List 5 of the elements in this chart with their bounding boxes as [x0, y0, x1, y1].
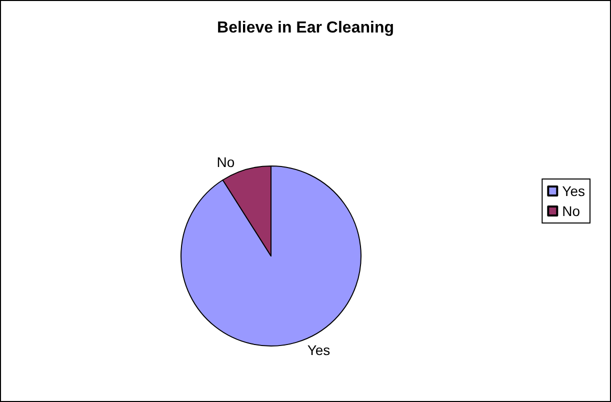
- legend-label: No: [562, 203, 580, 219]
- legend-label: Yes: [562, 183, 586, 199]
- chart-title: Believe in Ear Cleaning: [217, 20, 394, 36]
- slice-label: No: [216, 154, 235, 170]
- slice-label: Yes: [307, 342, 330, 358]
